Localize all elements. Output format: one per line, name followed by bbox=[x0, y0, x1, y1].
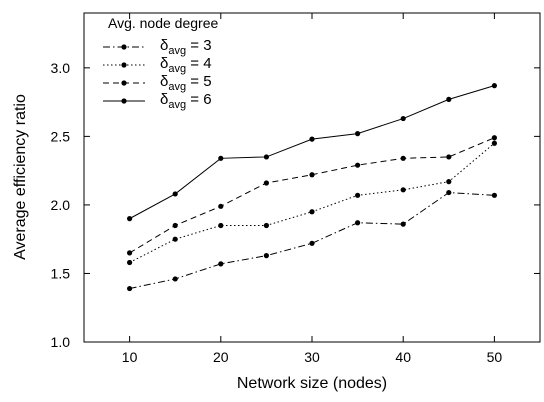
data-point bbox=[355, 192, 361, 198]
data-point bbox=[309, 172, 315, 178]
series-line bbox=[129, 137, 495, 254]
data-point bbox=[491, 192, 497, 198]
data-point bbox=[218, 261, 224, 267]
y-tick-label: 1.5 bbox=[51, 265, 71, 281]
data-point bbox=[309, 240, 315, 246]
data-point bbox=[127, 250, 133, 256]
data-point bbox=[446, 154, 452, 160]
data-point bbox=[218, 203, 224, 209]
data-point bbox=[172, 276, 178, 282]
data-point bbox=[491, 140, 497, 146]
legend-marker bbox=[121, 62, 127, 68]
data-point bbox=[172, 222, 178, 229]
legend-marker bbox=[121, 98, 127, 104]
x-tick-label: 20 bbox=[213, 349, 229, 365]
data-point bbox=[355, 131, 361, 137]
legend-title: Avg. node degree bbox=[108, 15, 218, 31]
legend-label: δavg = 6 bbox=[160, 91, 212, 111]
series-4 bbox=[127, 83, 497, 222]
data-point bbox=[172, 191, 178, 197]
legend-item: δavg = 4 bbox=[103, 55, 212, 75]
data-point bbox=[218, 222, 224, 229]
series-layer bbox=[127, 83, 497, 292]
data-point bbox=[400, 221, 406, 227]
legend-marker bbox=[121, 44, 127, 50]
data-point bbox=[263, 253, 269, 259]
legend-label: δavg = 4 bbox=[160, 55, 212, 75]
series-2 bbox=[127, 140, 497, 266]
data-point bbox=[309, 136, 315, 142]
x-tick-label: 30 bbox=[304, 349, 320, 365]
data-point bbox=[400, 115, 406, 122]
data-point bbox=[446, 189, 452, 196]
data-point bbox=[263, 180, 269, 186]
legend-label: δavg = 5 bbox=[160, 73, 212, 93]
data-point bbox=[127, 259, 133, 266]
series-line bbox=[129, 192, 495, 290]
axis-ticks: 10 20 30 40 50 1.0 1.5 2.0 2.5 3.0 bbox=[51, 13, 540, 365]
data-point bbox=[127, 216, 133, 222]
series-1 bbox=[127, 189, 497, 292]
y-tick-label: 3.0 bbox=[51, 60, 71, 76]
plot-frame bbox=[83, 12, 541, 343]
x-tick-label: 40 bbox=[395, 349, 411, 365]
legend-label: δavg = 3 bbox=[160, 37, 212, 57]
legend-item: δavg = 5 bbox=[103, 73, 212, 93]
data-point bbox=[309, 209, 315, 215]
legend-marker bbox=[121, 80, 127, 86]
x-axis-label: Network size (nodes) bbox=[237, 375, 387, 392]
legend-item: δavg = 6 bbox=[103, 91, 212, 111]
data-point bbox=[491, 83, 497, 89]
data-point bbox=[263, 154, 269, 160]
data-point bbox=[400, 187, 406, 193]
data-point bbox=[491, 135, 497, 141]
x-tick-label: 50 bbox=[487, 349, 503, 365]
series-3 bbox=[127, 135, 497, 256]
y-tick-label: 1.0 bbox=[51, 334, 71, 350]
data-point bbox=[400, 155, 406, 161]
data-point bbox=[263, 222, 269, 229]
data-point bbox=[355, 220, 361, 226]
data-point bbox=[127, 285, 133, 292]
y-axis-label: Average efficiency ratio bbox=[12, 94, 29, 260]
data-point bbox=[355, 162, 361, 168]
y-tick-label: 2.0 bbox=[51, 197, 71, 213]
y-tick-label: 2.5 bbox=[51, 128, 71, 144]
data-point bbox=[172, 236, 178, 242]
x-tick-label: 10 bbox=[122, 349, 138, 365]
data-point bbox=[218, 155, 224, 161]
legend-item: δavg = 3 bbox=[103, 37, 212, 57]
data-point bbox=[446, 96, 452, 102]
data-point bbox=[446, 179, 452, 185]
